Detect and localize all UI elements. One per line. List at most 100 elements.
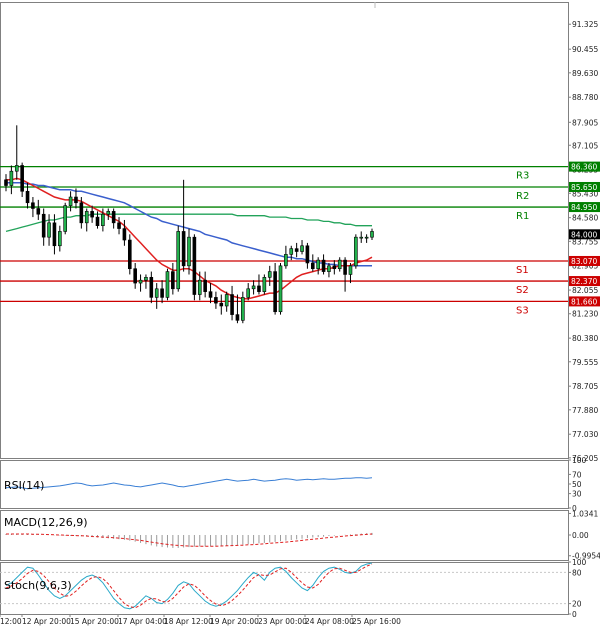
- price-axis-tick-label: 79.555: [572, 358, 598, 367]
- candle-body: [144, 277, 148, 281]
- macd-title: MACD(12,26,9): [4, 516, 88, 529]
- candle-body: [230, 294, 234, 315]
- macd-panel-frame: [0, 510, 569, 561]
- candle-body: [214, 297, 218, 304]
- price-axis-tick-label: 78.705: [572, 382, 598, 391]
- candle-body: [14, 165, 19, 172]
- candle-body: [181, 231, 186, 267]
- candle-body: [364, 236, 369, 239]
- level-name-r1: R1: [516, 211, 529, 222]
- level-price-label-s1: 83.070: [571, 257, 597, 266]
- candle-body: [348, 265, 353, 275]
- price-axis-tick-label: 89.630: [572, 69, 598, 78]
- candle-body: [284, 254, 288, 267]
- level-price-label-s3: 81.660: [571, 297, 597, 306]
- macd-axis-tick-label: -0.9954: [572, 552, 600, 561]
- level-price-tag-s3: [569, 296, 600, 307]
- level-name-r3: R3: [516, 171, 529, 182]
- price-panel: 91.32590.45589.63088.78087.90587.10586.2…: [0, 2, 600, 463]
- candle-body: [79, 202, 84, 224]
- time-tick-label: 12:00: [0, 617, 22, 626]
- price-axis-tick-label: 85.430: [572, 189, 598, 198]
- time-tick-label: 12 Apr 20:00: [22, 617, 71, 626]
- candle-body: [52, 222, 57, 247]
- candle-body: [370, 231, 374, 238]
- last-price-label: 84.000: [571, 230, 597, 239]
- candle-body: [197, 279, 202, 295]
- candle-body: [154, 288, 159, 298]
- level-price-tag-r3: [569, 161, 600, 172]
- candle-body: [58, 231, 62, 247]
- candle-body: [149, 277, 154, 298]
- candle-body: [208, 291, 213, 298]
- stoch-title: Stoch(9,6,3): [4, 579, 72, 592]
- candle-body: [337, 259, 342, 270]
- time-axis: 12:00 12 Apr 20:00 15 Apr 20:00 17 Apr 04:0…: [0, 614, 401, 626]
- candle-body: [267, 271, 272, 278]
- level-name-r2: R2: [516, 191, 529, 202]
- candle-body: [127, 239, 132, 270]
- stoch-axis-tick-label: 100: [572, 558, 587, 567]
- price-axis-tick-label: 77.880: [572, 406, 598, 415]
- level-price-tag-r2: [569, 181, 600, 192]
- candle-body: [235, 314, 240, 321]
- candle-body: [90, 211, 94, 218]
- candle-body: [203, 279, 207, 292]
- price-axis-tick-label: 83.755: [572, 237, 598, 246]
- candle-body: [4, 179, 8, 186]
- last-price-tag: [569, 229, 600, 240]
- candle-body: [359, 236, 364, 239]
- candle-body: [63, 205, 68, 232]
- candle-body: [192, 236, 197, 295]
- candle-body: [278, 265, 283, 313]
- level-price-label-r1: 84.950: [571, 203, 597, 212]
- time-tick-label: 17 Apr 04:00: [118, 617, 167, 626]
- candle-body: [246, 288, 251, 298]
- candle-body: [305, 245, 310, 264]
- macd-panel: 1.0341 0.00 -0.9954 MACD(12,26,9): [0, 509, 600, 561]
- stoch-axis-tick-label: 80: [572, 568, 582, 577]
- candle-body: [41, 213, 46, 238]
- candle-body: [310, 262, 315, 270]
- price-axis-tick-label: 77.030: [572, 430, 598, 439]
- price-axis-tick-label: 87.105: [572, 141, 598, 150]
- macd-signal-line: [6, 533, 373, 547]
- candle-body: [354, 236, 358, 267]
- candle-body: [84, 211, 89, 224]
- level-name-s2: S2: [516, 285, 529, 296]
- candle-body: [273, 271, 277, 313]
- price-axis-tick-label: 76.205: [572, 454, 598, 463]
- rsi-panel-frame: [0, 460, 569, 509]
- price-axis-tick-label: 90.455: [572, 45, 598, 54]
- level-price-tag-r1: [569, 202, 600, 213]
- time-tick-label: 18 Apr 12:00: [164, 617, 213, 626]
- rsi-axis-tick-label: 70: [572, 470, 582, 479]
- price-axis-tick-label: 80.380: [572, 334, 598, 343]
- rsi-axis-tick-label: 50: [572, 480, 582, 489]
- price-axis-tick-label: 82.905: [572, 262, 598, 271]
- level-price-label-r3: 86.360: [571, 163, 597, 172]
- macd-axis-tick-label: 0.00: [572, 531, 589, 540]
- candle-body: [25, 190, 30, 204]
- candle-body: [289, 248, 294, 255]
- candle-body: [176, 231, 181, 290]
- candle-body: [251, 285, 256, 290]
- candle-body: [95, 216, 100, 226]
- candle-body: [106, 211, 111, 215]
- candle-body: [332, 265, 337, 270]
- candle-body: [219, 302, 224, 307]
- candle-body: [171, 271, 175, 290]
- time-tick-label: 24 Apr 08:00: [305, 617, 354, 626]
- time-tick-label: 15 Apr 20:00: [70, 617, 119, 626]
- candle-body: [257, 285, 261, 292]
- rsi-title: RSI(14): [4, 479, 44, 492]
- candle-body: [36, 208, 41, 215]
- candle-body: [133, 268, 137, 284]
- candle-body: [321, 259, 326, 272]
- stoch-k-line: [5, 562, 373, 610]
- price-axis-tick-label: 84.580: [572, 214, 598, 223]
- stoch-axis-tick-label: 20: [572, 600, 582, 609]
- level-price-label-s2: 82.370: [571, 277, 597, 286]
